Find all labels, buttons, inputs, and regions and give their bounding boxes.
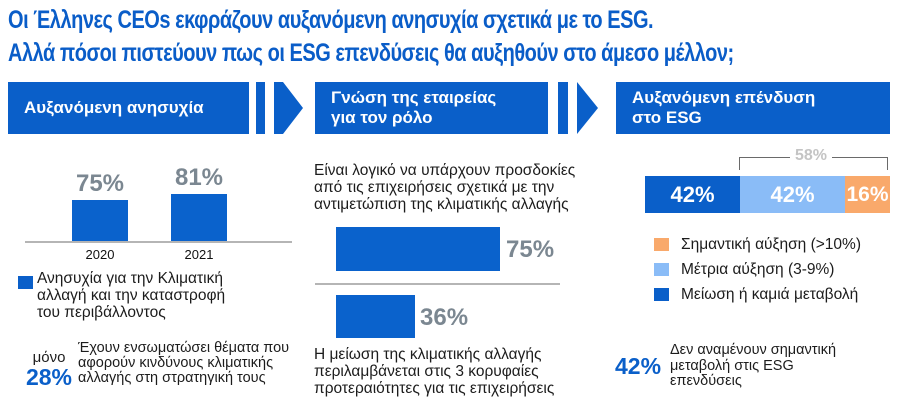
chevron-stripe: [256, 82, 265, 134]
question-2-text: Η μείωση της κλιματικής αλλαγής περιλαμβ…: [314, 346, 604, 397]
section-header-label: για τον ρόλο: [331, 108, 433, 127]
question-line: περιλαμβάνεται στις 3 κορυφαίες: [314, 363, 539, 380]
legend-moderate: Μέτρια αύξηση (3-9%): [681, 261, 835, 278]
segment-no-change: 42%: [645, 176, 740, 213]
question-line: από τις επιχειρήσεις σχετικά με την: [314, 179, 555, 196]
bar-question-2: [336, 295, 415, 338]
section-header-investment: Αυξανόμενη επένδυση στο ESG: [616, 82, 890, 134]
stacked-bar: 42% 42% 16%: [645, 176, 890, 213]
bracket-label: 58%: [790, 147, 833, 165]
question-line: Είναι λογικό να υπάρχουν προσδοκίες: [314, 162, 576, 179]
section-header-label: Γνώση της εταιρείας: [331, 88, 497, 107]
question-line: αντιμετώπιση της κλιματικής αλλαγής: [314, 196, 569, 213]
legend-concern: Ανησυχία για την Κλιματική αλλαγή και τη…: [37, 270, 287, 321]
bar-2020: [72, 200, 128, 241]
note-line: αφορούν κινδύνους κλιματικής: [78, 355, 274, 371]
section-header-label: Αυξανόμενη επένδυση: [632, 88, 816, 107]
note-line: Έχουν ενσωματώσει θέματα που: [78, 340, 290, 356]
page-title: Οι Έλληνες CEOs εκφράζουν αυξανόμενη ανη…: [8, 4, 734, 70]
chevron-stripe: [558, 82, 568, 134]
note-value: 28%: [25, 364, 73, 390]
legend-swatch: [18, 276, 33, 289]
bar-value-2020: 75%: [75, 170, 125, 197]
bar-2021: [171, 194, 227, 241]
legend-line: του περιβάλλοντος: [37, 304, 166, 321]
bar-value-2021: 81%: [174, 164, 224, 191]
chevron-stripe: [274, 82, 283, 134]
note-text-42: Δεν αναμένουν σημαντική μεταβολή στις ES…: [670, 342, 900, 390]
bar-value-question-1: 75%: [506, 236, 555, 263]
bar-value-question-2: 36%: [420, 304, 469, 331]
legend-swatch-orange: [654, 238, 669, 251]
section-header-concern: Αυξανόμενη ανησυχία: [8, 82, 249, 134]
legend-line: αλλαγή και την καταστροφή: [37, 287, 226, 304]
note-line: επενδύσεις: [670, 373, 742, 389]
title-line-1: Οι Έλληνες CEOs εκφράζουν αυξανόμενη ανη…: [8, 6, 654, 34]
x-tick-2020: 2020: [85, 247, 115, 262]
x-axis-line: [25, 241, 292, 243]
question-1-text: Είναι λογικό να υπάρχουν προσδοκίες από …: [314, 162, 604, 213]
section-header-label: Αυξανόμενη ανησυχία: [24, 98, 204, 117]
arrow-right-icon: [283, 82, 303, 134]
note-text-28: Έχουν ενσωματώσει θέματα που αφορούν κιν…: [78, 341, 308, 386]
note-line: μεταβολή στις ESG: [670, 357, 794, 374]
bar-question-1: [336, 227, 500, 271]
segment-moderate-increase: 42%: [740, 176, 845, 213]
divider: [315, 283, 560, 285]
legend-significant: Σημαντική αύξηση (>10%): [681, 236, 861, 253]
note-stat-42: 42%: [615, 353, 662, 379]
note-line: αλλαγής στη στρατηγική τους: [78, 370, 266, 386]
legend-swatch-blue: [654, 288, 669, 301]
segment-significant-increase: 16%: [845, 176, 890, 213]
legend-no-change: Μείωση ή καμιά μεταβολή: [681, 286, 859, 303]
section-header-awareness: Γνώση της εταιρείας για τον ρόλο: [315, 82, 548, 134]
title-line-2: Αλλά πόσοι πιστεύουν πως οι ESG επενδύσε…: [8, 39, 734, 67]
legend-swatch-light-blue: [654, 263, 669, 276]
note-stat-28: μόνο 28%: [20, 349, 78, 391]
question-line: προτεραιότητες για τις επιχειρήσεις: [314, 380, 555, 397]
arrow-right-icon: [577, 82, 598, 134]
legend-line: Ανησυχία για την Κλιματική: [37, 270, 223, 287]
note-line: Δεν αναμένουν σημαντική: [670, 342, 837, 358]
question-line: Η μείωση της κλιματικής αλλαγής: [314, 346, 542, 363]
note-prefix: μόνο: [32, 349, 66, 366]
x-tick-2021: 2021: [184, 247, 214, 262]
section-header-label: στο ESG: [632, 108, 702, 127]
